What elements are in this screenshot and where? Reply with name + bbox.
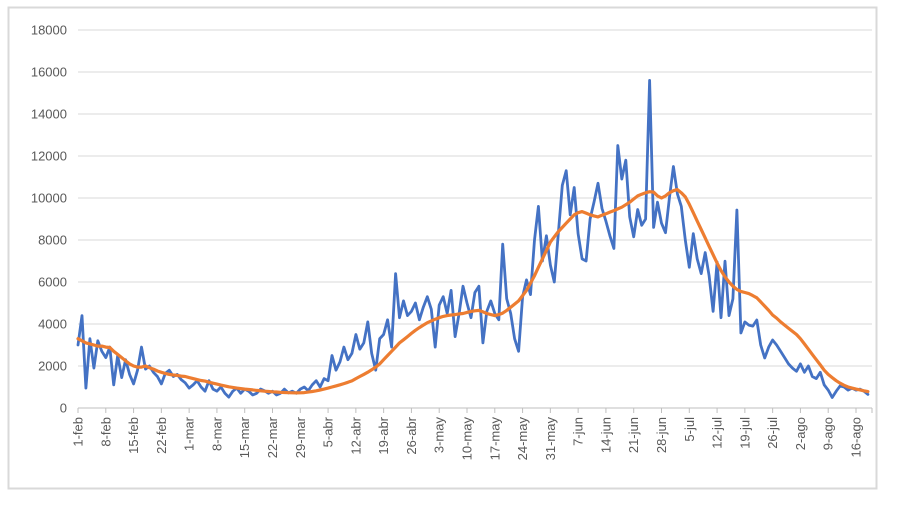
x-axis-tick-label: 1-feb <box>71 417 86 447</box>
x-axis-tick-label: 9-ago <box>821 417 836 450</box>
y-axis-tick-label: 2000 <box>38 359 67 374</box>
chart-frame-border <box>7 6 878 490</box>
x-axis-tick-label: 22-mar <box>265 416 280 458</box>
x-axis-tick-label: 10-may <box>460 417 475 461</box>
x-axis-tick-label: 19-abr <box>376 416 391 454</box>
x-axis-tick-label: 24-may <box>515 417 530 461</box>
x-axis-tick-label: 16-ago <box>849 417 864 457</box>
x-axis-tick-label: 22-feb <box>154 417 169 454</box>
x-axis-tick-label: 1-mar <box>182 416 197 451</box>
y-axis-tick-label: 18000 <box>31 23 67 38</box>
x-axis-tick-label: 14-jun <box>598 417 613 453</box>
x-axis-tick-label: 12-jul <box>710 417 725 449</box>
x-axis-tick-label: 19-jul <box>737 417 752 449</box>
x-axis-tick-label: 12-abr <box>348 416 363 454</box>
x-axis-tick-label: 8-feb <box>98 417 113 447</box>
x-axis-tick-label: 26-jul <box>765 417 780 449</box>
y-axis-tick-label: 0 <box>60 401 67 416</box>
x-axis-tick-label: 3-may <box>432 417 447 454</box>
x-axis-tick-label: 29-mar <box>293 416 308 458</box>
x-axis-tick-label: 8-mar <box>209 416 224 451</box>
x-axis-tick-label: 17-may <box>487 417 502 461</box>
x-axis-tick-label: 21-jun <box>626 417 641 453</box>
x-axis-tick-label: 5-abr <box>321 416 336 447</box>
x-axis-tick-label: 5-jul <box>682 417 697 442</box>
y-axis-tick-label: 16000 <box>31 65 67 80</box>
x-axis-tick-label: 15-feb <box>126 417 141 454</box>
y-axis-tick-label: 12000 <box>31 149 67 164</box>
x-axis-tick-label: 28-jun <box>654 417 669 453</box>
y-axis-tick-label: 8000 <box>38 233 67 248</box>
x-axis-tick-label: 7-jun <box>571 417 586 446</box>
x-axis-tick-label: 26-abr <box>404 416 419 454</box>
x-axis-tick-label: 15-mar <box>237 416 252 458</box>
series_orange-line <box>76 188 870 395</box>
y-axis-tick-label: 6000 <box>38 275 67 290</box>
x-axis-tick-label: 2-ago <box>793 417 808 450</box>
x-axis-tick-label: 31-may <box>543 417 558 461</box>
y-axis-tick-label: 4000 <box>38 317 67 332</box>
y-axis-tick-label: 14000 <box>31 107 67 122</box>
y-axis-tick-label: 10000 <box>31 191 67 206</box>
